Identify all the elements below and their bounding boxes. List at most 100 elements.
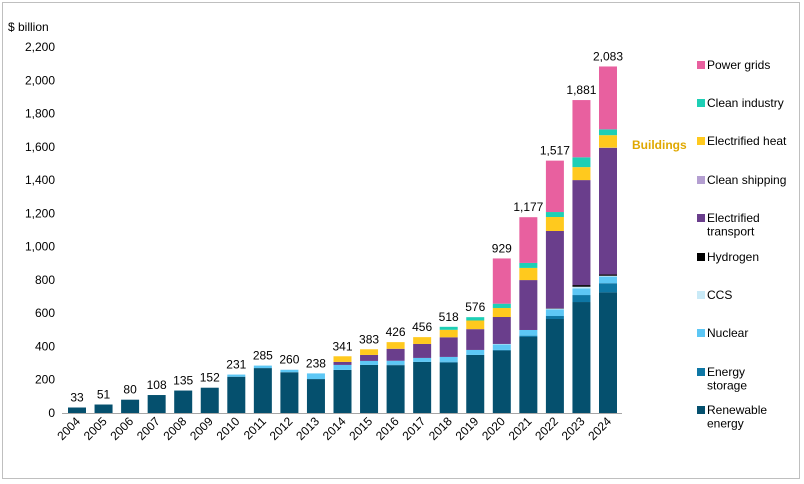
legend-label: Power grids [707,58,770,72]
legend-item-hydrogen: Hydrogen [697,250,759,264]
bar-segment-clean-industry [492,303,511,309]
x-tick-label: 2004 [54,414,83,443]
total-label: 33 [70,391,84,405]
bar-segment-clean-industry [439,326,458,330]
y-tick-label: 1,600 [25,140,55,154]
bar-segment-renewable-energy [280,372,299,413]
bar-segment-electrified-heat [599,135,617,148]
bar-segment-hydrogen [599,274,617,276]
legend-swatch [697,99,705,107]
legend-swatch [697,329,705,337]
bar-segment-ccs [599,275,617,277]
y-tick-label: 200 [35,373,55,387]
y-tick-label: 2,000 [25,73,55,87]
bar-segment-renewable-energy [147,395,166,413]
bar-segment-electrified-transport [519,280,538,330]
total-label: 426 [386,325,406,339]
legend-item-clean-industry: Clean industry [697,96,784,110]
bar-segment-power-grids [599,66,617,130]
bar-segment-renewable-energy [360,364,379,413]
legend-label: Electrified heat [707,134,787,148]
bar-segment-electrified-transport [413,343,432,358]
total-label: 285 [253,349,273,363]
total-label: 231 [226,358,246,372]
bar-segment-electrified-transport [386,348,405,361]
bar-segment-renewable-energy [413,361,432,413]
x-tick-label: 2021 [506,414,535,443]
bar-segment-renewable-energy [174,390,193,413]
bar-segment-renewable-energy [227,376,246,413]
total-label: 135 [173,374,193,388]
x-tick-label: 2017 [399,414,428,443]
x-tick-label: 2006 [107,414,136,443]
bar-segment-nuclear [519,329,538,336]
bar-segment-nuclear [227,374,246,377]
y-tick-label: 1,400 [25,173,55,187]
bar-segment-power-grids [545,160,564,213]
bar-segment-renewable-energy [386,365,405,413]
legend-swatch [697,291,705,299]
bar-segment-electrified-heat [545,217,564,231]
bar-segment-energy-storage [439,361,458,363]
x-tick-label: 2023 [559,414,588,443]
y-tick-label: 0 [48,406,55,420]
chart-frame [2,2,800,479]
bar-segment-nuclear [439,356,458,362]
bar-segment-energy-storage [545,316,564,320]
bar-segment-hydrogen [572,285,591,287]
bar-segment-renewable-energy [572,302,591,413]
x-tick-label: 2022 [532,414,561,443]
bar-segment-renewable-energy [121,399,140,413]
legend-label: energy [707,417,744,431]
bar-segment-nuclear [306,373,325,380]
total-label: 929 [492,241,512,255]
bar-segment-renewable-energy [306,379,325,413]
legend-item-power-grids: Power grids [697,58,770,72]
bar-segment-clean-industry [599,129,617,136]
bar-segment-renewable-energy [466,354,485,413]
total-label: 383 [359,332,379,346]
bar-segment-electrified-heat [439,329,458,338]
x-tick-label: 2018 [426,414,455,443]
total-label: 518 [439,310,459,324]
bar-segment-nuclear [280,369,299,373]
bar-segment-nuclear [492,344,511,350]
bar-segment-electrified-transport [466,329,485,350]
bar-segment-clean-industry [519,262,538,268]
y-tick-label: 2,200 [25,40,55,54]
bar-segment-nuclear [333,364,352,370]
bar-segment-energy-storage [572,295,591,303]
bar-segment-energy-storage [599,283,617,293]
bar-segment-energy-storage [492,349,511,351]
x-tick-label: 2020 [479,414,508,443]
bar-segment-electrified-transport [439,337,458,357]
total-label: 1,517 [540,144,570,158]
bar-segment-renewable-energy [68,407,86,413]
bar-segment-electrified-transport [360,354,379,361]
total-label: 80 [123,383,137,397]
bar-segment-renewable-energy [94,404,113,413]
legend-item-nuclear: Nuclear [697,326,748,340]
legend-swatch [697,368,705,376]
bar-segment-nuclear [466,349,485,355]
legend-swatch [697,406,705,414]
x-tick-label: 2016 [373,414,402,443]
bar-segment-nuclear [413,357,432,362]
bar-segment-clean-industry [572,157,591,168]
bar-segment-renewable-energy [253,368,272,413]
legend-label: Clean industry [707,96,784,110]
bar-segment-electrified-heat [333,356,352,362]
total-label: 238 [306,356,326,370]
x-tick-label: 2008 [161,414,190,443]
y-tick-label: 800 [35,273,55,287]
bar-segment-clean-industry [545,212,564,218]
legend-label: CCS [707,288,732,302]
x-tick-label: 2007 [134,414,163,443]
buildings-annotation: Buildings [632,138,687,152]
bar-segment-electrified-heat [360,349,379,355]
bar-segment-nuclear [599,276,617,284]
legend-swatch [697,253,705,261]
total-label: 260 [279,353,299,367]
